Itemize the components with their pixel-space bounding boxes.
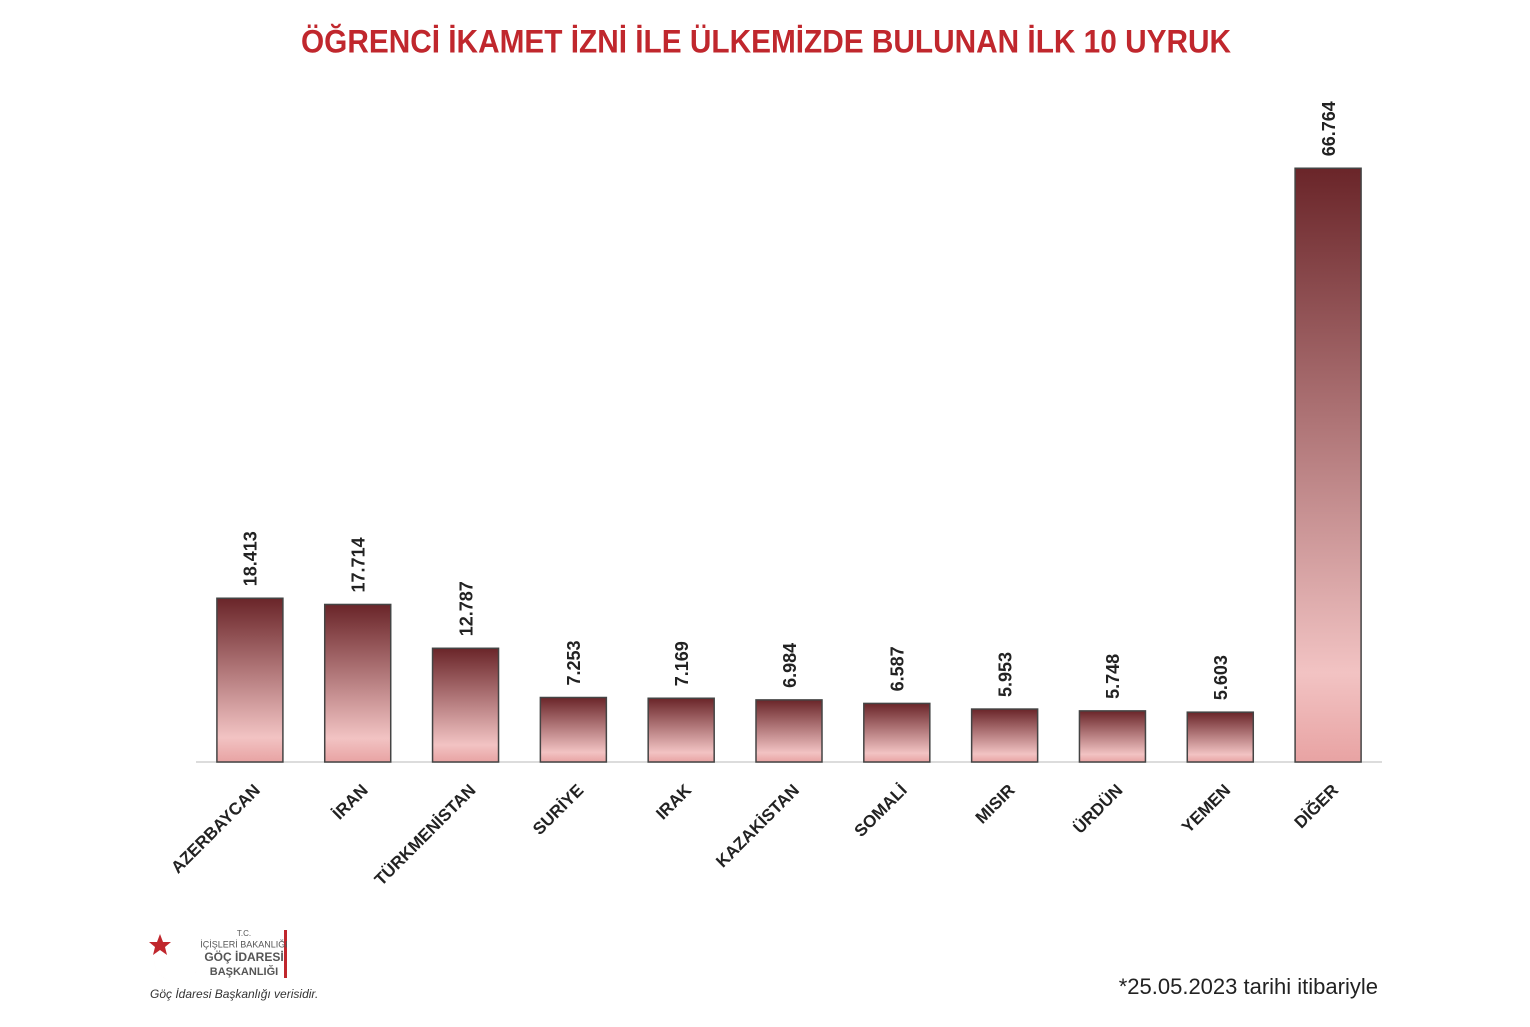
value-label: 5.603 [1211, 655, 1231, 700]
bar [216, 597, 284, 763]
x-tick-label: İRAN [329, 781, 372, 824]
logo-text: GÖÇ İDARESİ [204, 949, 283, 964]
bar [1186, 711, 1255, 763]
chart-title: ÖĞRENCİ İKAMET İZNİ İLE ÜLKEMİZDE BULUNA… [301, 23, 1231, 59]
bar [539, 696, 608, 763]
bar [1078, 710, 1147, 763]
logo: T.C. İÇİŞLERİ BAKANLIĞI GÖÇ İDARESİ BAŞK… [149, 929, 318, 1001]
logo-text: BAŞKANLIĞI [210, 965, 278, 978]
x-tick-label: MISIR [972, 781, 1019, 828]
logo-bar [284, 930, 287, 978]
value-label: 7.169 [672, 641, 692, 686]
footnote: *25.05.2023 tarihi itibariyle [1119, 974, 1378, 999]
x-tick-label: TÜRKMENİSTAN [371, 781, 480, 890]
value-label: 17.714 [348, 537, 368, 592]
bar [970, 708, 1039, 763]
value-label: 5.953 [995, 652, 1015, 697]
bar [755, 699, 823, 763]
x-tick-label: SOMALİ [851, 781, 911, 841]
source-note: Göç İdaresi Başkanlığı verisidir. [150, 987, 318, 1001]
bar [863, 702, 931, 763]
x-tick-label: DİĞER [1291, 781, 1343, 833]
value-label: 5.748 [1103, 654, 1123, 699]
value-label: 6.587 [888, 646, 908, 691]
x-tick-label: SURİYE [529, 781, 587, 839]
value-label: 66.764 [1319, 101, 1339, 156]
bar [647, 697, 715, 763]
x-tick-label: IRAK [652, 780, 695, 823]
logo-text: İÇİŞLERİ BAKANLIĞI [200, 939, 288, 949]
bar [323, 603, 392, 763]
x-tick-label: ÜRDÜN [1070, 781, 1127, 838]
value-label: 18.413 [241, 531, 261, 586]
value-label: 12.787 [456, 581, 476, 636]
bar [1294, 167, 1362, 763]
logo-star [149, 934, 171, 955]
x-tick-label: YEMEN [1178, 781, 1234, 837]
x-tick-label: AZERBAYCAN [167, 781, 263, 877]
value-label: 6.984 [780, 643, 800, 688]
x-tick-label: KAZAKİSTAN [712, 781, 803, 872]
value-label: 7.253 [564, 640, 584, 685]
logo-crescent [153, 952, 199, 983]
bar [431, 647, 500, 763]
logo-text: T.C. [237, 929, 251, 938]
